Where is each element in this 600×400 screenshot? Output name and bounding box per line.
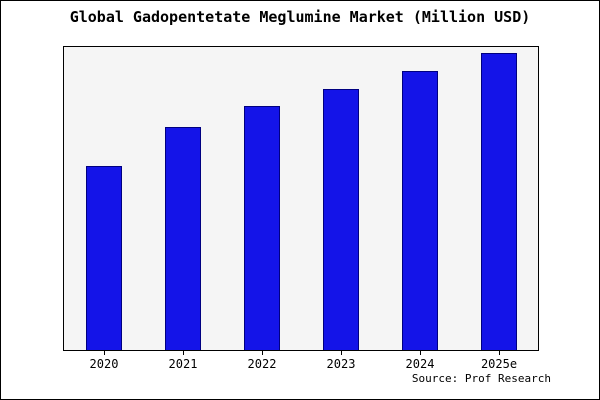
x-axis-tick (104, 351, 105, 355)
bar-2021 (165, 127, 201, 350)
source-credit: Source: Prof Research (411, 372, 551, 385)
x-tick-label-2025e: 2025e (480, 357, 518, 371)
chart-title: Global Gadopentetate Meglumine Market (M… (69, 8, 531, 26)
x-tick-label-2023: 2023 (326, 357, 356, 371)
bar-2023 (323, 89, 359, 350)
x-axis-tick (420, 351, 421, 355)
x-tick-label-2021: 2021 (168, 357, 198, 371)
bar-2022 (244, 106, 280, 350)
x-tick-label-2020: 2020 (89, 357, 119, 371)
bar-2020 (86, 166, 122, 350)
bar-2024 (402, 71, 438, 350)
x-tick-label-2022: 2022 (247, 357, 277, 371)
x-tick-label-2024: 2024 (405, 357, 435, 371)
x-axis-tick (183, 351, 184, 355)
bar-2025e (481, 53, 517, 350)
x-axis-tick (262, 351, 263, 355)
x-axis-tick (341, 351, 342, 355)
x-axis-tick (499, 351, 500, 355)
plot-area (63, 46, 539, 351)
